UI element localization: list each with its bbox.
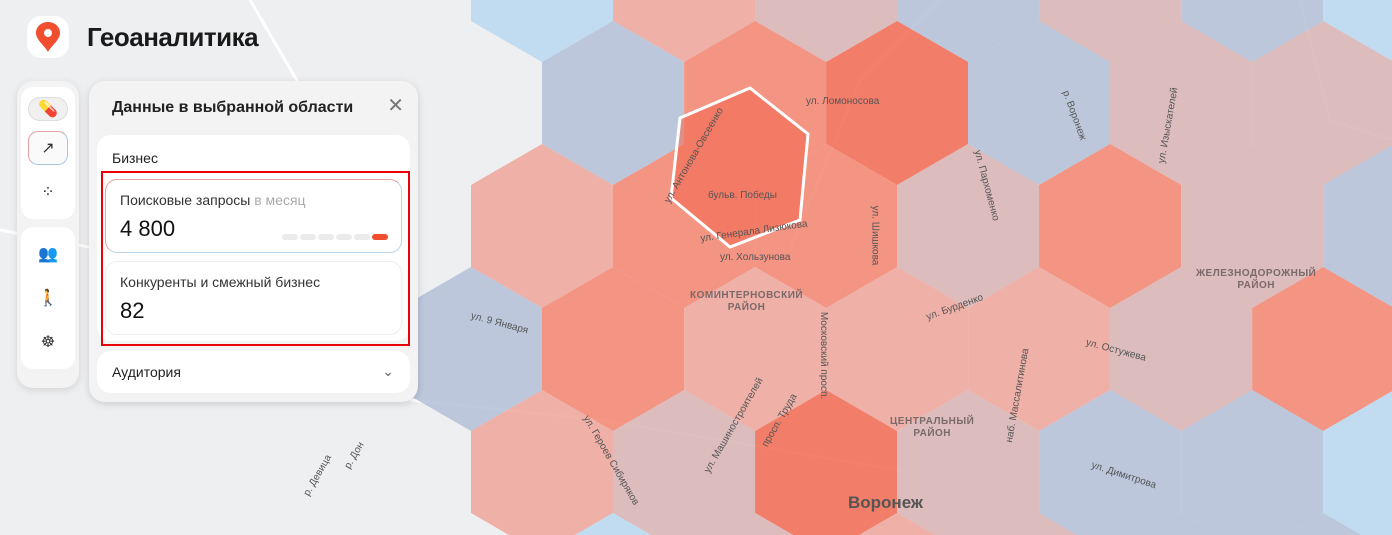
hex-cell[interactable] <box>574 513 652 535</box>
hex-cell[interactable] <box>1323 145 1392 307</box>
hex-cell[interactable] <box>1143 513 1220 535</box>
hex-cell[interactable] <box>1252 21 1392 185</box>
pills-icon[interactable]: 💊 <box>28 97 68 121</box>
hex-cell[interactable] <box>1252 267 1392 431</box>
level-indicator <box>282 234 388 240</box>
hex-cell[interactable] <box>1110 21 1253 185</box>
hex-cell[interactable] <box>1181 144 1324 308</box>
panel-title: Данные в выбранной области <box>112 99 354 116</box>
hex-cell[interactable] <box>717 513 794 535</box>
card-label: Поисковые запросы в месяц <box>120 192 306 208</box>
selected-area-panel: Данные в выбранной области ✕ Бизнес Поис… <box>89 81 418 402</box>
selected-hexagon[interactable] <box>669 86 810 249</box>
hex-cell[interactable] <box>1001 513 1078 535</box>
people-icon[interactable]: 👥 <box>38 246 58 263</box>
card-value: 82 <box>120 298 145 323</box>
hex-cell[interactable] <box>471 0 613 62</box>
dots-icon[interactable]: ⁘ <box>41 184 55 201</box>
street-label: Московский просп. <box>818 311 830 400</box>
hex-heatmap[interactable] <box>400 0 1392 535</box>
hex-cell[interactable] <box>1039 390 1182 535</box>
hex-cell[interactable] <box>471 144 613 308</box>
app-logo[interactable]: Геоаналитика <box>27 16 259 58</box>
chevron-down-icon: ⌄ <box>382 363 394 379</box>
hex-cell[interactable] <box>542 267 685 431</box>
district-label: КОМИНТЕРНОВСКИЙ РАЙОН <box>690 290 804 313</box>
hex-cell[interactable] <box>1181 0 1324 62</box>
hex-cell[interactable] <box>1110 267 1253 431</box>
level-segment <box>354 234 370 240</box>
hex-cell[interactable] <box>1285 513 1362 535</box>
hex-cell[interactable] <box>826 267 969 431</box>
business-section: Бизнес Поисковые запросы в месяц 4 800 К… <box>97 135 410 341</box>
street-label: ул. Хользунова <box>720 252 791 263</box>
map-pin-icon <box>27 16 69 58</box>
hex-cell[interactable] <box>755 390 898 535</box>
level-segment <box>318 234 334 240</box>
hex-cell[interactable] <box>968 21 1111 185</box>
district-label: ЦЕНТРАЛЬНЫЙ РАЙОН <box>890 416 975 439</box>
arrow-up-right-icon[interactable]: ↗ <box>28 131 68 165</box>
card-label: Конкуренты и смежный бизнес <box>120 274 321 290</box>
audience-accordion[interactable]: Аудитория ⌄ <box>97 351 410 393</box>
close-icon[interactable]: ✕ <box>387 95 404 117</box>
hex-cell[interactable] <box>897 0 1040 62</box>
hex-cell[interactable] <box>1323 0 1392 61</box>
hex-cell[interactable] <box>542 21 685 185</box>
competitors-card[interactable]: Конкуренты и смежный бизнес 82 <box>105 261 402 335</box>
level-segment <box>282 234 298 240</box>
street-label: ул. Шишкова <box>869 205 881 266</box>
hex-cell[interactable] <box>1039 0 1182 62</box>
hex-cell[interactable] <box>1323 391 1392 535</box>
section-title: Бизнес <box>112 150 158 166</box>
hex-cell[interactable] <box>613 0 756 62</box>
level-segment <box>372 234 388 240</box>
hex-cell[interactable] <box>897 390 1040 535</box>
hex-cell[interactable] <box>400 267 542 431</box>
street-label: бульв. Победы <box>708 190 777 201</box>
street-label: ул. Ломоносова <box>806 96 880 107</box>
hex-cell[interactable] <box>471 390 613 535</box>
level-segment <box>336 234 352 240</box>
hex-cell[interactable] <box>755 0 898 62</box>
hex-cell[interactable] <box>859 513 936 535</box>
hex-cell[interactable] <box>826 21 969 185</box>
hex-cell[interactable] <box>1039 144 1182 308</box>
city-label: Воронеж <box>848 493 923 512</box>
left-toolbar: 💊 ↗ ⁘ 👥 🚶 ☸ <box>17 81 79 388</box>
hex-cell[interactable] <box>968 267 1111 431</box>
district-label: ЖЕЛЕЗНОДОРОЖНЫЙ РАЙОН <box>1196 268 1317 291</box>
accordion-label: Аудитория <box>112 364 181 380</box>
pedestrian-icon[interactable]: 🚶 <box>38 290 58 307</box>
hex-cell[interactable] <box>684 267 827 431</box>
hex-cell[interactable] <box>613 390 756 535</box>
level-segment <box>300 234 316 240</box>
card-value: 4 800 <box>120 216 176 241</box>
app-title: Геоаналитика <box>87 21 259 52</box>
hex-cell[interactable] <box>897 144 1040 308</box>
steering-wheel-icon[interactable]: ☸ <box>40 334 56 351</box>
search-queries-card[interactable]: Поисковые запросы в месяц 4 800 <box>105 179 402 253</box>
hex-cell[interactable] <box>1181 390 1324 535</box>
